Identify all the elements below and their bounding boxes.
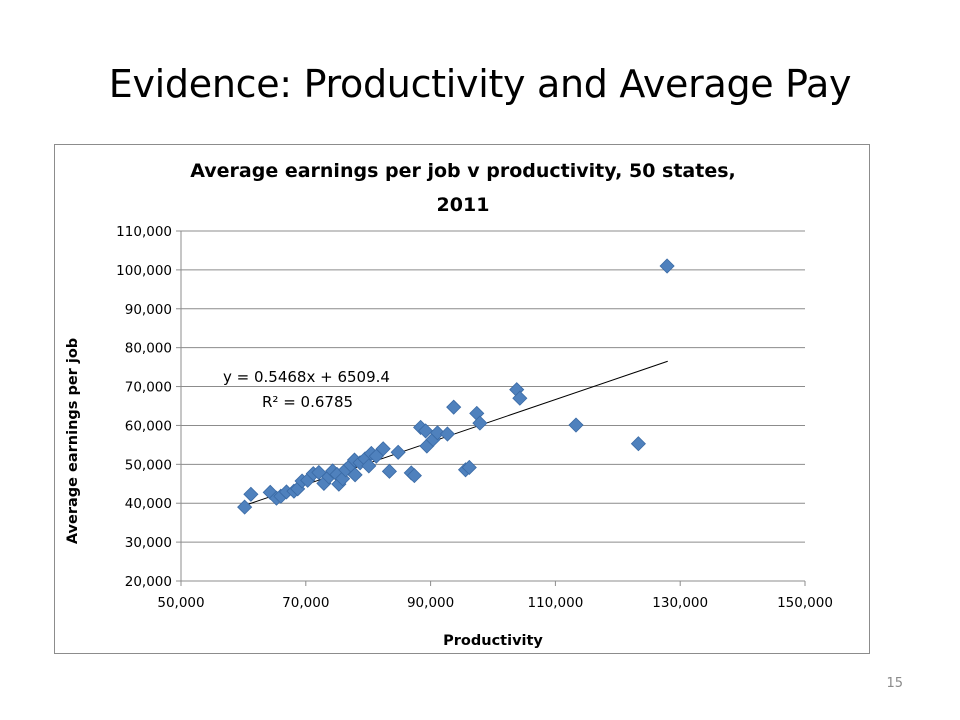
data-point [659,258,675,274]
chart-title-line-1: Average earnings per job v productivity,… [190,160,736,182]
x-tick-label: 110,000 [527,595,583,611]
scatter-chart: Average earnings per job v productivity,… [65,160,833,649]
chart-frame: Average earnings per job v productivity,… [54,144,870,654]
y-tick-label: 90,000 [125,302,172,318]
x-axis-title: Productivity [443,633,543,649]
data-point [390,444,406,460]
trendline-group [243,360,668,507]
data-point [512,390,528,406]
data-point [630,436,646,452]
slide-title: Evidence: Productivity and Average Pay [108,62,852,106]
x-tick-label: 70,000 [282,595,329,611]
y-tick-labels: 20,000 30,000 40,000 50,000 60,000 70,000 80,0… [116,224,172,590]
gridlines [181,230,805,543]
y-tick-label: 70,000 [125,380,172,396]
trendline [243,360,668,507]
y-axis-title: Average earnings per job [65,338,81,544]
data-point [347,467,363,483]
data-point [472,415,488,431]
data-point [418,423,434,439]
x-tick-label: 130,000 [652,595,708,611]
y-tick-label: 60,000 [125,418,172,434]
chart-title-line-2: 2011 [437,194,490,216]
data-points [237,258,675,515]
y-tick-label: 50,000 [125,457,172,473]
data-point [237,499,253,515]
x-tick-label: 150,000 [777,595,833,611]
data-point [429,425,446,441]
y-tick-label: 30,000 [125,535,172,551]
slide-number: 15 [886,676,903,691]
data-point [381,463,397,479]
y-tick-label: 40,000 [125,496,172,512]
trendline-r-squared: R² = 0.6785 [262,393,353,411]
data-point [439,426,456,442]
data-point [361,458,377,474]
data-point [446,399,462,415]
data-point [461,459,477,476]
x-tick-label: 50,000 [157,595,204,611]
y-tick-label: 80,000 [125,341,172,357]
axes [176,230,806,586]
data-point [568,417,584,433]
y-tick-label: 20,000 [125,574,172,590]
x-tick-labels: 50,000 70,000 90,000 110,000 130,000 150,000 [157,595,833,611]
data-point [375,441,391,457]
data-point [406,468,422,484]
y-tick-label: 110,000 [116,224,172,240]
x-tick-label: 90,000 [407,595,454,611]
trendline-equation: y = 0.5468x + 6509.4 [223,368,390,386]
data-point [243,486,259,502]
y-tick-label: 100,000 [116,263,172,279]
